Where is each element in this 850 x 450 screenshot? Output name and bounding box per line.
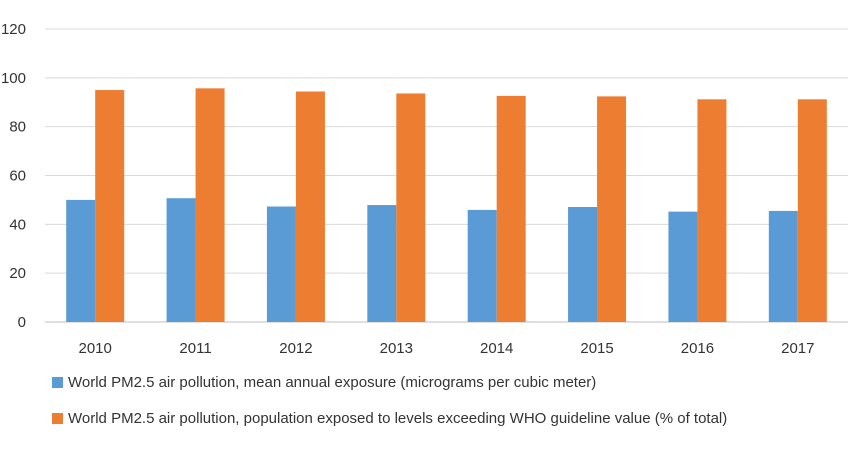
y-tick-label-120: 120 — [1, 21, 26, 38]
y-tick-label-60: 60 — [9, 168, 26, 185]
bar-series-1-2014 — [467, 209, 497, 322]
gridlines — [45, 28, 848, 323]
bar-series-2-2016 — [697, 99, 727, 322]
y-axis-tick-labels: 0 20 40 60 80 100 120 — [1, 21, 26, 331]
bar-series-2-2011 — [195, 88, 225, 323]
legend-label-series-1: World PM2.5 air pollution, mean annual e… — [68, 373, 597, 391]
y-tick-label-40: 40 — [9, 216, 26, 233]
x-tick-label-2015: 2015 — [580, 340, 613, 357]
bar-series-2-2010 — [95, 90, 125, 323]
legend-label-series-2: World PM2.5 air pollution, population ex… — [68, 409, 728, 427]
x-tick-label-2012: 2012 — [279, 340, 312, 357]
bar-series-1-2010 — [66, 199, 96, 322]
bar-series-2-2013 — [396, 93, 426, 323]
bar-series-1-2017 — [768, 210, 798, 322]
bar-series-2-2012 — [295, 91, 325, 322]
x-tick-label-2013: 2013 — [380, 340, 413, 357]
x-tick-label-2010: 2010 — [79, 340, 112, 357]
x-tick-label-2016: 2016 — [681, 340, 714, 357]
x-tick-label-2014: 2014 — [480, 340, 513, 357]
y-tick-label-0: 0 — [18, 314, 26, 331]
legend: World PM2.5 air pollution, mean annual e… — [52, 372, 727, 444]
bar-series-1-2015 — [568, 206, 598, 322]
y-tick-label-80: 80 — [9, 119, 26, 136]
legend-swatch-series-2 — [52, 412, 63, 424]
bar-series-2-2014 — [496, 95, 526, 322]
y-tick-label-100: 100 — [1, 70, 26, 87]
bar-series-1-2012 — [266, 206, 296, 322]
bar-series-1-2013 — [367, 205, 397, 322]
bar-series-2-2017 — [797, 99, 827, 322]
bar-series-1-2016 — [668, 211, 698, 322]
legend-item-series-2: World PM2.5 air pollution, population ex… — [52, 408, 727, 428]
x-tick-label-2011: 2011 — [179, 340, 211, 357]
bar-series-2-2015 — [597, 96, 627, 322]
legend-item-series-1: World PM2.5 air pollution, mean annual e… — [52, 372, 727, 392]
x-tick-label-2017: 2017 — [781, 340, 814, 357]
bar-series-1-2011 — [166, 198, 196, 322]
legend-swatch-series-1 — [52, 376, 63, 388]
bars — [66, 88, 827, 323]
y-tick-label-20: 20 — [9, 265, 26, 282]
x-axis-tick-labels: 2010 2011 2012 2013 2014 2015 2016 2017 — [79, 340, 815, 357]
